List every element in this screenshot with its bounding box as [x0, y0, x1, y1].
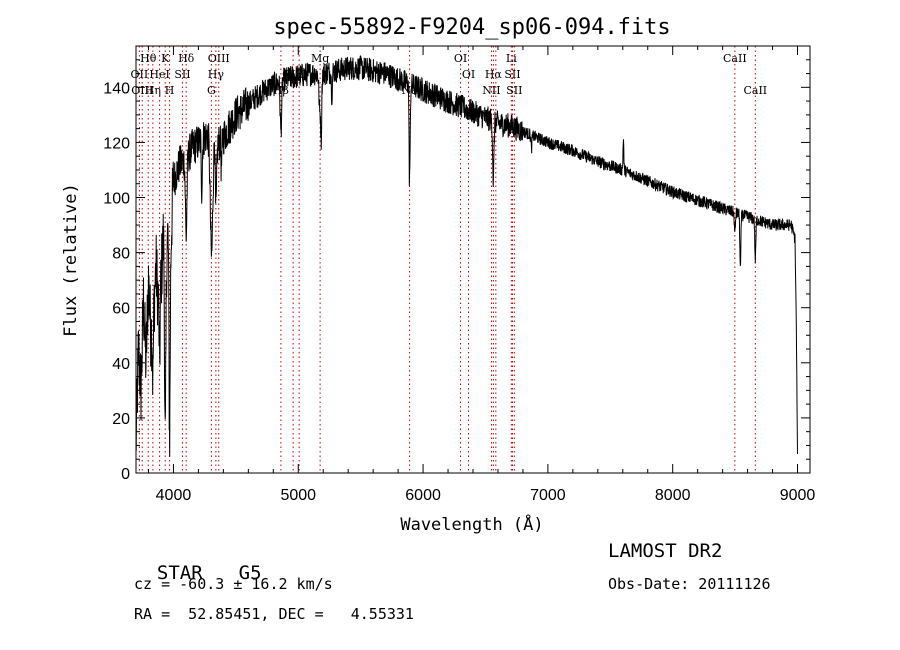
x-tick-label: 5000: [280, 487, 316, 504]
axes: 4000 5000 6000 7000 8000 9000 0 20 40 60 80 100 120 1…: [103, 45, 816, 504]
redshift-text: cz = -60.3 ± 16.2 km/s: [134, 575, 333, 593]
line-marker-label: H: [165, 84, 175, 97]
line-marker-label: SII: [504, 68, 520, 81]
line-marker-label: Hγ: [208, 68, 225, 81]
y-tick-label: 40: [112, 356, 130, 373]
line-marker-label: SII: [174, 68, 190, 81]
line-marker-label: Hδ: [178, 52, 195, 65]
y-axis-label: Flux (relative): [61, 183, 81, 337]
x-tick-label: 4000: [156, 487, 192, 504]
y-tick-label: 0: [121, 466, 130, 483]
spectrum-line: [135, 54, 798, 457]
x-tick-label: 6000: [405, 487, 441, 504]
line-marker-label: Hθ: [140, 52, 157, 65]
chart-title: spec-55892-F9204_sp06-094.fits: [273, 15, 670, 40]
line-marker-label: Hη: [145, 84, 161, 97]
x-tick-label: 7000: [530, 487, 566, 504]
line-marker-label: HeI: [149, 68, 169, 81]
y-tick-label: 60: [112, 301, 130, 318]
object-class: STAR G5: [134, 540, 262, 584]
line-marker-label: Hα: [485, 68, 503, 81]
x-tick-label: 8000: [655, 487, 691, 504]
x-tick-label: 9000: [780, 487, 816, 504]
x-axis-label: Wavelength (Å): [400, 513, 543, 535]
obs-date-text: Obs-Date: 20111126: [608, 575, 771, 593]
line-marker-label: G: [207, 84, 216, 97]
line-marker-label: CaII: [743, 84, 767, 97]
coordinates-text: RA = 52.85451, DEC = 4.55331: [134, 605, 414, 623]
survey-label: LAMOST DR2: [608, 540, 723, 562]
line-marker-label: OI: [462, 68, 475, 81]
line-marker-label: CaII: [723, 52, 747, 65]
line-marker-label: NII: [482, 84, 500, 97]
line-marker-label: OIII: [208, 52, 230, 65]
y-tick-label: 140: [103, 80, 130, 97]
y-tick-label: 100: [103, 191, 130, 208]
line-marker-label: Mg: [311, 52, 329, 65]
line-marker-label: Li: [506, 52, 517, 65]
line-marker-label: OI: [454, 52, 467, 65]
line-marker-label: OII: [131, 68, 149, 81]
y-tick-label: 20: [112, 411, 130, 428]
class-label: STAR: [156, 562, 203, 584]
y-tick-label: 80: [112, 246, 130, 263]
line-marker-label: SII: [506, 84, 522, 97]
line-marker-label: K: [161, 52, 170, 65]
y-tick-label: 120: [103, 135, 130, 152]
subclass-label: G5: [238, 562, 262, 584]
